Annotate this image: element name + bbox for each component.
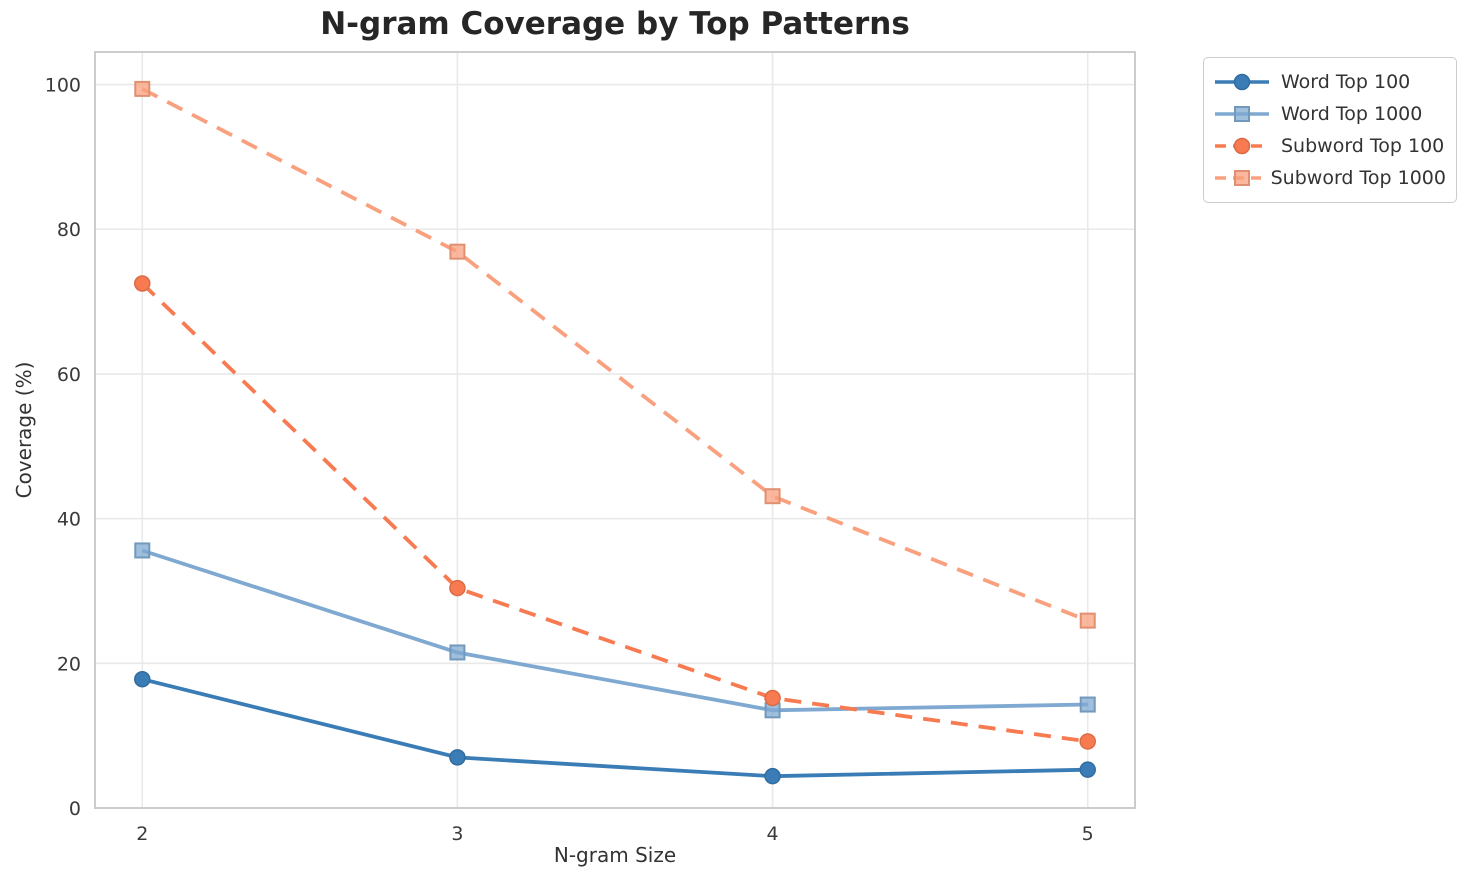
data-point-subword-top-100-x4 xyxy=(764,689,781,707)
series-line-subword-top-100 xyxy=(140,282,1088,744)
legend-marker-word-top-1000 xyxy=(1234,106,1250,122)
legend-label: Subword Top 1000 xyxy=(1270,167,1446,189)
legend-label: Word Top 1000 xyxy=(1281,103,1423,125)
axes-frame xyxy=(94,51,1136,809)
legend-item-word-top-1000: Word Top 1000 xyxy=(1213,99,1446,129)
chart-title: N-gram Coverage by Top Patterns xyxy=(320,6,910,42)
data-point-subword-top-1000-x3 xyxy=(449,243,466,260)
y-tick-label-20: 20 xyxy=(57,653,81,675)
y-tick-label-100: 100 xyxy=(45,75,81,97)
legend-sample-word-top-100 xyxy=(1215,73,1269,91)
data-point-word-top-100-x4 xyxy=(764,767,781,785)
legend-sample-word-top-1000 xyxy=(1215,106,1269,122)
y-tick-label-80: 80 xyxy=(57,219,81,241)
legend-label: Subword Top 100 xyxy=(1281,135,1445,157)
legend-item-subword-top-100: Subword Top 100 xyxy=(1213,131,1446,161)
data-point-word-top-100-x3 xyxy=(449,749,466,766)
x-tick-label-3: 3 xyxy=(451,823,463,845)
legend-marker-subword-top-1000 xyxy=(1234,170,1250,186)
data-point-word-top-1000-x5 xyxy=(1079,696,1096,713)
data-point-word-top-100-x5 xyxy=(1079,761,1096,778)
series-line-subword-top-1000 xyxy=(141,87,1089,623)
data-point-subword-top-100-x3 xyxy=(449,579,466,597)
x-tick-label-2: 2 xyxy=(136,823,148,845)
legend-sample-subword-top-1000 xyxy=(1215,170,1261,186)
data-point-word-top-1000-x3 xyxy=(449,644,466,661)
data-point-subword-top-100-x5 xyxy=(1079,733,1096,750)
legend: Word Top 100 Word Top 1000 Subword Top 100… xyxy=(1203,57,1457,203)
data-point-subword-top-1000-x2 xyxy=(134,80,151,97)
y-tick-label-60: 60 xyxy=(57,364,81,386)
y-tick-label-0: 0 xyxy=(69,798,81,820)
data-point-subword-top-1000-x5 xyxy=(1079,612,1096,629)
x-axis-label: N-gram Size xyxy=(553,843,677,867)
series-line-word-top-1000 xyxy=(141,548,1088,713)
x-tick-label-5: 5 xyxy=(1082,823,1094,845)
legend-marker-word-top-100 xyxy=(1233,73,1251,91)
data-point-word-top-1000-x2 xyxy=(134,542,151,559)
legend-item-word-top-100: Word Top 100 xyxy=(1213,67,1446,97)
series-line-word-top-100 xyxy=(141,677,1088,779)
x-tick-label-4: 4 xyxy=(767,823,779,845)
legend-item-subword-top-1000: Subword Top 1000 xyxy=(1213,163,1446,193)
legend-marker-subword-top-100 xyxy=(1233,137,1251,155)
data-point-subword-top-1000-x4 xyxy=(764,488,781,505)
legend-label: Word Top 100 xyxy=(1281,71,1411,93)
data-point-word-top-100-x2 xyxy=(134,670,151,688)
y-tick-label-40: 40 xyxy=(57,509,81,531)
data-point-subword-top-100-x2 xyxy=(134,275,151,292)
legend-sample-subword-top-100 xyxy=(1215,137,1269,155)
